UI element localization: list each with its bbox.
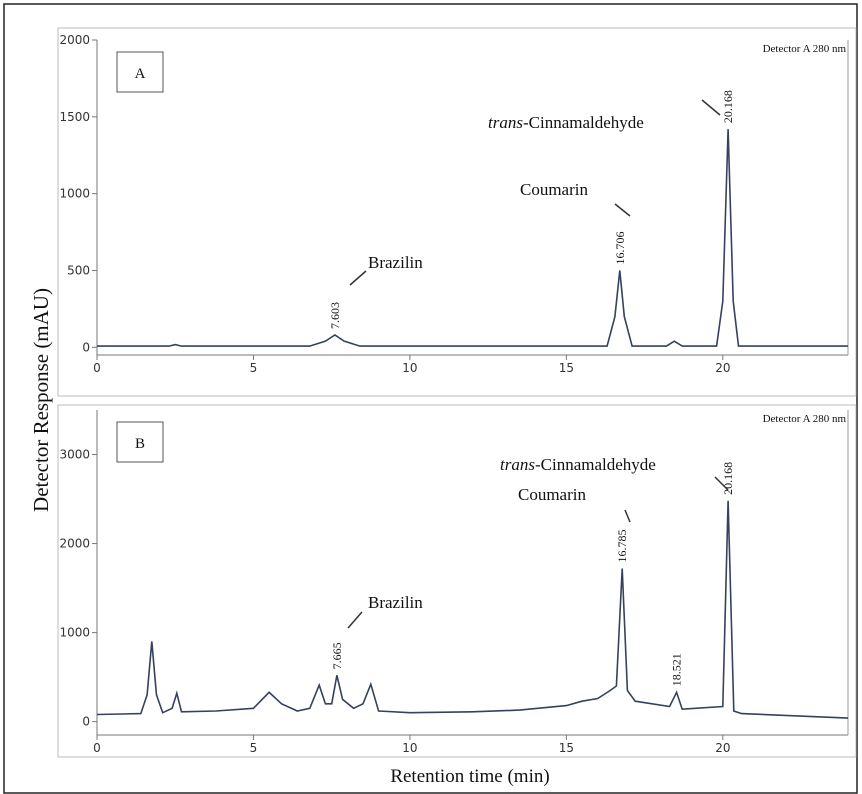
y-tick-label: 1000 [59, 187, 90, 201]
y-tick-label: 0 [82, 715, 90, 729]
x-tick-label: 20 [715, 361, 730, 375]
chromatogram-trace [97, 129, 848, 347]
y-tick-label: 500 [67, 263, 90, 277]
figure-border [3, 3, 858, 794]
compound-label: Brazilin [368, 593, 423, 612]
y-axis-label: Detector Response (mAU) [29, 288, 53, 512]
chromatogram-trace [96, 500, 849, 719]
y-tick-label: 2000 [59, 537, 90, 551]
detector-label: Detector A 280 nm [763, 413, 847, 425]
x-tick-label: 15 [559, 741, 574, 755]
panel-letter: A [135, 66, 146, 82]
x-tick-label: 5 [250, 361, 258, 375]
compound-label: Brazilin [368, 253, 423, 272]
compound-label: Coumarin [518, 485, 586, 504]
compound-prefix: trans [488, 113, 523, 132]
annotation-leader [701, 99, 721, 116]
compound-name: -Cinnamaldehyde [535, 455, 656, 474]
y-tick-label: 3000 [59, 448, 90, 462]
x-tick-label: 15 [559, 361, 574, 375]
panel-letter-box [116, 421, 164, 463]
detector-label: Detector A 280 nm [763, 43, 847, 55]
annotation-leader [349, 270, 367, 286]
x-tick-label: 0 [93, 361, 101, 375]
panel-letter: B [135, 436, 145, 452]
compound-label: Coumarin [520, 180, 588, 199]
x-axis-label: Retention time (min) [390, 766, 549, 787]
x-tick-label: 5 [250, 741, 258, 755]
x-tick-label: 20 [715, 741, 730, 755]
annotation-leader [614, 203, 631, 217]
x-tick-label: 10 [402, 361, 417, 375]
y-tick-label: 1500 [59, 110, 90, 124]
annotation-leader [714, 476, 729, 491]
panel-frame [57, 27, 857, 397]
panel-frame [57, 404, 857, 758]
peak-label: 20.168 [721, 90, 735, 123]
peak-label: 16.785 [615, 529, 629, 562]
compound-name: -Cinnamaldehyde [523, 113, 644, 132]
y-tick-label: 2000 [59, 33, 90, 47]
compound-label: trans-Cinnamaldehyde [488, 113, 644, 132]
compound-prefix: trans [500, 455, 535, 474]
y-tick-label: 0 [82, 340, 90, 354]
peak-label: 7.603 [328, 302, 342, 329]
y-tick-label: 1000 [59, 626, 90, 640]
x-tick-label: 0 [93, 741, 101, 755]
annotation-leader [624, 509, 631, 523]
panel-letter-box [116, 51, 164, 93]
peak-label: 18.521 [670, 653, 684, 686]
x-tick-label: 10 [402, 741, 417, 755]
peak-label: 16.706 [613, 231, 627, 264]
peak-label: 7.665 [330, 642, 344, 669]
annotation-leader [347, 611, 363, 629]
compound-label: trans-Cinnamaldehyde [500, 455, 656, 474]
